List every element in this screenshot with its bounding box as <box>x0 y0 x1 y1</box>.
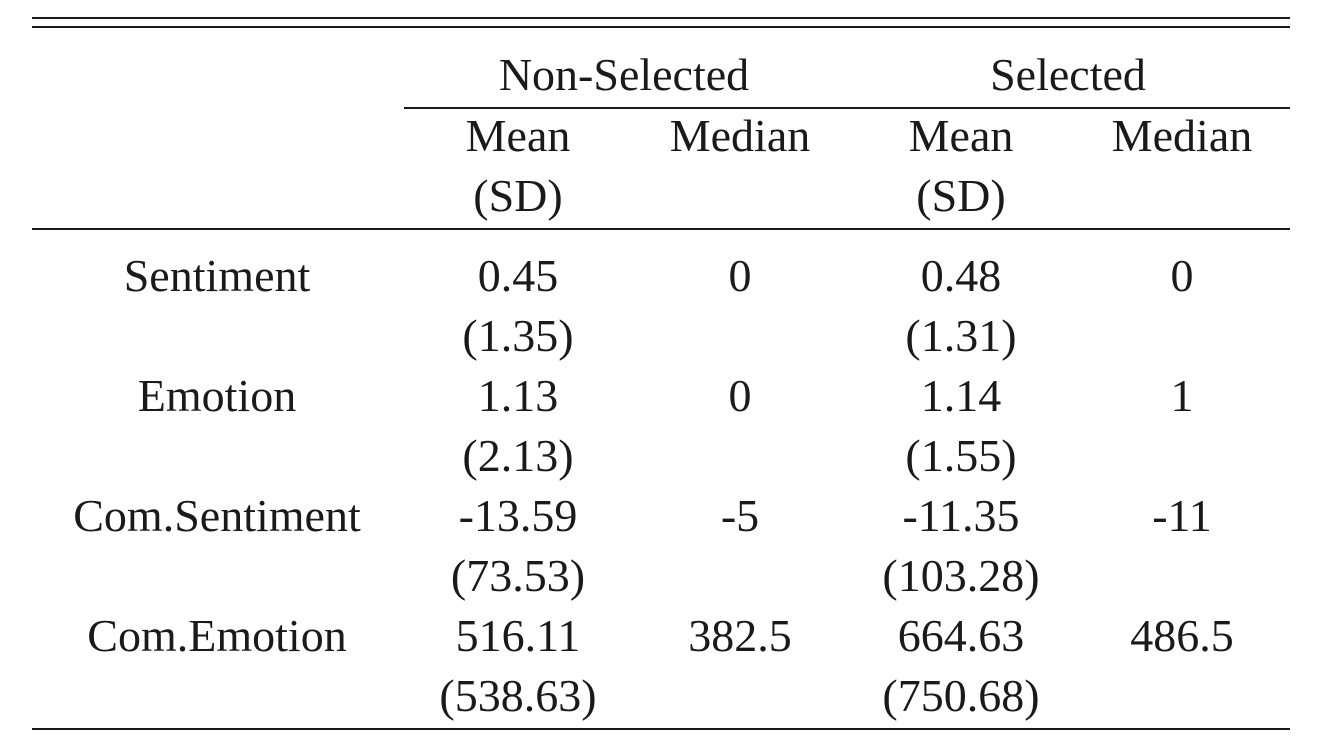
col-header-ns-mean-sd: (SD) <box>473 170 563 221</box>
bottom-rule <box>32 728 1290 730</box>
table-cell: -13.59 <box>458 490 578 541</box>
table-cell: 486.5 <box>1130 610 1234 661</box>
table-cell: 1 <box>1170 370 1194 421</box>
table-cell: (2.13) <box>462 430 574 481</box>
table-cell: (1.55) <box>905 430 1017 481</box>
row-label-emotion: Emotion <box>137 370 297 421</box>
table-cell: (103.28) <box>882 550 1040 601</box>
table-cell: 382.5 <box>688 610 792 661</box>
col-header-ns-median: Median <box>669 110 811 161</box>
table-cell: (1.31) <box>905 310 1017 361</box>
table-cell: (750.68) <box>882 670 1040 721</box>
table-cell: (538.63) <box>439 670 597 721</box>
group-header-selected: Selected <box>990 49 1146 100</box>
top-rule-2 <box>32 26 1290 28</box>
table-cell: 1.13 <box>477 370 559 421</box>
table-cell: 0 <box>1170 250 1194 301</box>
col-header-s-mean-sd: (SD) <box>916 170 1006 221</box>
row-label-sentiment: Sentiment <box>123 250 311 301</box>
row-label-com-emotion: Com.Emotion <box>87 610 347 661</box>
top-rule-1 <box>32 17 1290 19</box>
col-header-s-mean: Mean <box>908 110 1014 161</box>
table-cell: 0 <box>728 370 752 421</box>
header-rule <box>32 228 1290 230</box>
col-header-ns-mean: Mean <box>465 110 571 161</box>
table-cell: (73.53) <box>450 550 586 601</box>
table-cell: 0 <box>728 250 752 301</box>
table-cell: 0.48 <box>920 250 1002 301</box>
row-label-com-sentiment: Com.Sentiment <box>73 490 361 541</box>
col-header-s-median: Median <box>1111 110 1253 161</box>
table-cell: -11.35 <box>902 490 1020 541</box>
table-cell: 664.63 <box>897 610 1025 661</box>
table-cell: 0.45 <box>477 250 559 301</box>
table-cell: -5 <box>720 490 760 541</box>
table-cell: 516.11 <box>455 610 581 661</box>
group-rule <box>404 107 1290 109</box>
table-cell: (1.35) <box>462 310 574 361</box>
table-cell: 1.14 <box>920 370 1002 421</box>
table-cell: -11 <box>1152 490 1212 541</box>
group-header-non-selected: Non-Selected <box>498 49 750 100</box>
